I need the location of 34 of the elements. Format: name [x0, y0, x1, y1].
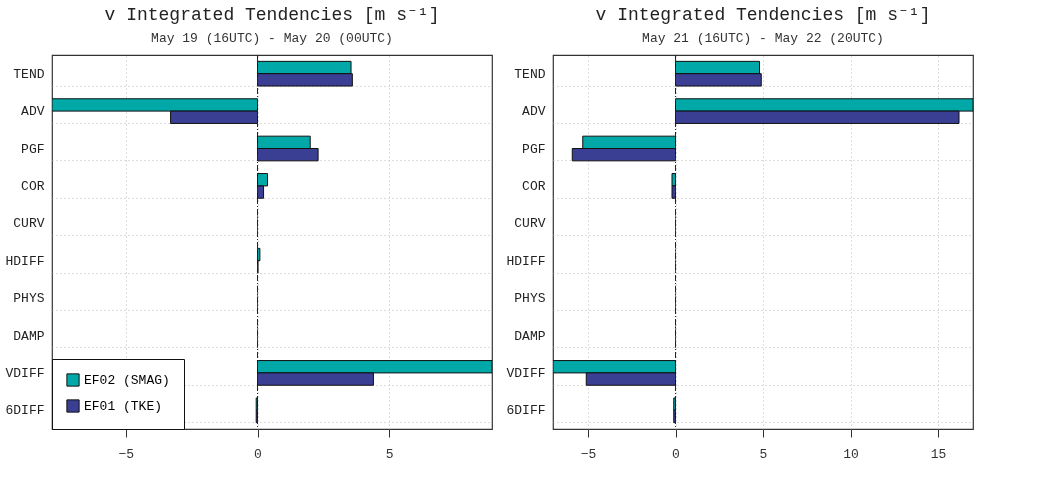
- y-tick-label: 6DIFF: [506, 403, 546, 419]
- y-tick-label: ADV: [21, 104, 45, 120]
- y-tick-label: PGF: [21, 141, 45, 157]
- y-tick-label: PGF: [522, 141, 546, 157]
- y-tick-label: DAMP: [13, 328, 45, 344]
- y-tick-label: COR: [522, 178, 546, 194]
- y-tick-label: TEND: [514, 66, 546, 82]
- x-tick-label: 10: [843, 446, 859, 462]
- legend-label: EF02 (SMAG): [84, 373, 170, 388]
- chart-subtitle: May 21 (16UTC) - May 22 (20UTC): [642, 30, 884, 46]
- x-tick-label: −5: [580, 446, 597, 462]
- x-tick-label: −5: [118, 446, 135, 462]
- y-tick-label: TEND: [13, 66, 45, 82]
- x-tick-label: 0: [254, 446, 262, 462]
- y-tick-label: HDIFF: [5, 253, 45, 269]
- x-tick-label: 5: [759, 446, 768, 462]
- y-tick-label: 6DIFF: [5, 403, 45, 419]
- y-tick-label: ADV: [522, 104, 546, 120]
- chart-title: v Integrated Tendencies [m s⁻¹]: [104, 4, 440, 25]
- chart-subtitle: May 19 (16UTC) - May 20 (00UTC): [151, 30, 393, 46]
- x-tick-label: 0: [672, 446, 680, 462]
- y-tick-label: VDIFF: [506, 365, 546, 381]
- y-tick-label: DAMP: [514, 328, 546, 344]
- y-tick-label: PHYS: [13, 291, 45, 307]
- y-tick-label: CURV: [514, 216, 546, 232]
- x-tick-label: 15: [930, 446, 947, 462]
- y-tick-label: CURV: [13, 216, 45, 232]
- y-tick-label: COR: [21, 178, 45, 194]
- y-tick-label: PHYS: [514, 291, 546, 307]
- y-tick-label: HDIFF: [506, 253, 546, 269]
- chart-title: v Integrated Tendencies [m s⁻¹]: [595, 4, 931, 25]
- y-tick-label: VDIFF: [5, 365, 45, 381]
- x-tick-label: 5: [385, 446, 394, 462]
- legend-label: EF01 (TKE): [84, 399, 163, 414]
